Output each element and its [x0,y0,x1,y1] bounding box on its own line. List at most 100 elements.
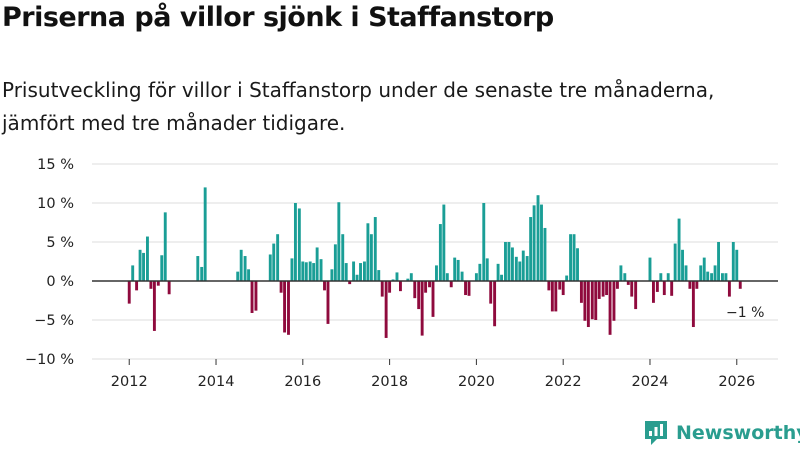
x-axis: 2012 2014 2016 2018 2020 2022 2024 2026 [111,359,755,390]
bar [352,261,356,281]
x-tick-label: 2020 [458,374,495,390]
brand-name: Newsworthy [676,422,800,444]
bar [691,281,695,328]
bar [615,281,619,289]
bar [297,208,301,281]
bar [630,281,634,297]
bar [554,281,558,312]
bar [290,258,294,281]
x-tick-label: 2014 [198,374,235,390]
bar [395,272,399,281]
bar [399,281,402,292]
y-tick-label: 15 % [37,157,74,173]
x-tick-label: 2016 [284,374,321,390]
bar [384,281,388,338]
bar [569,234,573,281]
bar [590,281,594,320]
bar [142,252,145,281]
bar [634,281,638,310]
bar [659,273,663,281]
bar [626,281,630,285]
x-tick-label: 2018 [371,374,408,390]
bar [453,257,457,281]
bar [243,256,247,281]
bar [464,281,467,296]
bar [478,263,482,281]
bar [287,281,290,335]
bar [254,281,258,311]
bar [362,261,366,281]
bar [355,274,359,281]
bar [467,281,471,296]
bars [127,187,742,338]
bar [706,271,710,281]
bar [200,266,204,281]
bar [293,203,297,281]
bar [579,281,583,303]
bar [438,224,442,281]
bar [597,281,601,299]
bar [721,273,724,281]
bar [493,281,497,327]
bar [507,242,511,281]
bar [203,187,207,281]
y-tick-label: −5 % [34,313,74,329]
bar [724,273,728,281]
bar [167,281,171,295]
bar [474,273,478,281]
bar [424,281,428,293]
bar [677,218,681,281]
bar [413,281,417,299]
bar [319,259,323,281]
bar [623,273,627,281]
bar [417,281,421,310]
bar [341,234,345,281]
bar [380,281,384,297]
bar [308,261,312,281]
bar [670,281,674,296]
bar [702,257,706,281]
last-value-label: −1 % [726,305,764,321]
bar [521,250,525,281]
bar [323,281,326,291]
bar [525,256,529,281]
bar [518,261,522,281]
bar [333,244,337,281]
bar [449,281,453,288]
bar [529,217,533,281]
bar [536,195,540,281]
bar [514,256,518,281]
bar [163,212,167,281]
chart-subtitle: Prisutveckling för villor i Staffanstorp… [2,78,715,135]
y-tick-label: 10 % [37,196,74,212]
bar [236,271,240,281]
bar [359,263,362,281]
bar [239,249,243,281]
bar [312,263,316,281]
bar [268,254,272,281]
bar [369,234,373,281]
bar [391,279,395,281]
bar [420,281,424,336]
bar [699,265,703,281]
bar [543,227,547,281]
x-tick-label: 2022 [545,374,582,390]
y-tick-label: 5 % [46,235,74,251]
y-tick-label: −10 % [25,352,74,368]
bar [648,257,652,281]
bar [138,249,142,281]
bar [435,265,438,281]
bar [445,273,449,281]
bar [540,204,543,281]
bar [250,281,254,313]
bar [160,255,164,281]
page-title: Priserna på villor sjönk i Staffanstorp [2,2,554,33]
bar [149,281,153,289]
newsworthy-logo-icon [645,421,667,445]
bar [156,281,160,286]
bar [485,258,489,281]
bar [406,278,410,281]
bar [684,265,688,281]
bar [655,281,659,292]
